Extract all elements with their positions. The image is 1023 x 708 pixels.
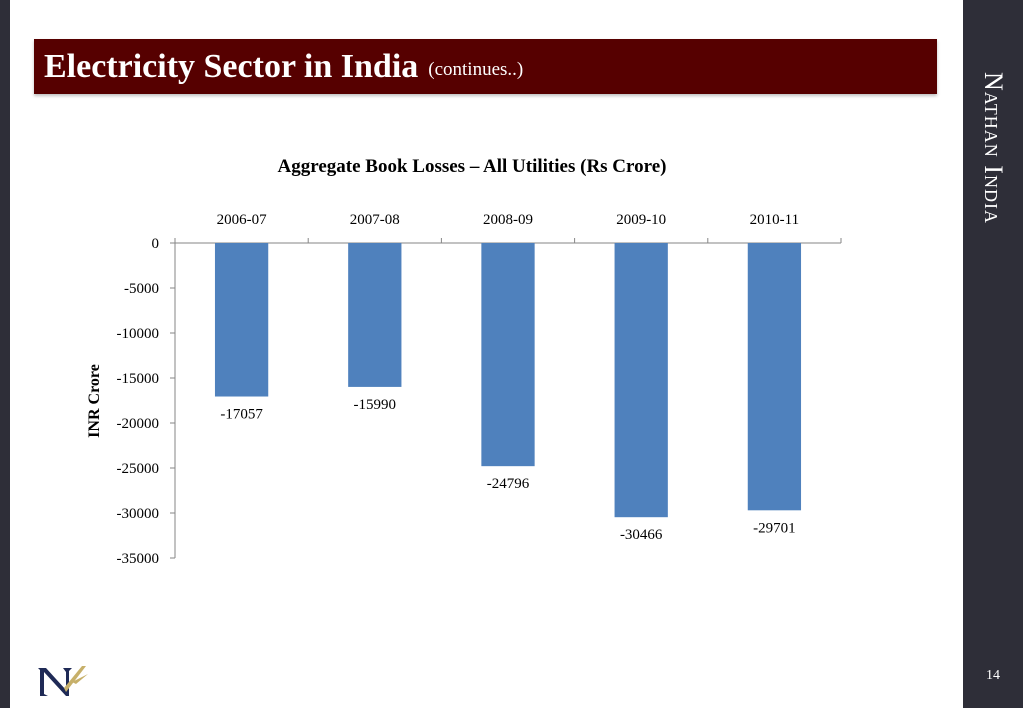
- nathan-logo-icon: [38, 666, 88, 696]
- bar: [214, 243, 269, 397]
- chart-title: Aggregate Book Losses – All Utilities (R…: [278, 156, 667, 177]
- left-side-bar: [0, 0, 10, 708]
- y-tick-label: -35000: [117, 551, 160, 567]
- bar: [481, 243, 535, 467]
- bar: [747, 243, 802, 511]
- x-tick-label: 2007-08: [350, 212, 400, 228]
- y-tick-label: -15000: [117, 371, 160, 387]
- y-tick-label: -25000: [117, 461, 160, 477]
- x-tick-label: 2008-09: [483, 212, 533, 228]
- x-tick-label: 2009-10: [616, 212, 666, 228]
- page-number: 14: [986, 668, 1000, 683]
- title-bar: Electricity Sector in India (continues..…: [34, 39, 937, 94]
- right-side-bar: [963, 0, 1023, 708]
- y-axis-label: INR Crore: [86, 364, 103, 438]
- data-label: -15990: [354, 397, 397, 413]
- slide-subtitle: (continues..): [428, 58, 524, 80]
- data-label: -17057: [220, 407, 263, 423]
- bar-chart: Aggregate Book Losses – All Utilities (R…: [86, 156, 842, 567]
- x-tick-label: 2006-07: [217, 212, 267, 228]
- y-tick-label: -5000: [124, 281, 159, 297]
- y-tick-label: 0: [152, 236, 160, 252]
- slide-title: Electricity Sector in India: [44, 47, 419, 85]
- data-label: -29701: [753, 520, 796, 536]
- bar: [614, 243, 668, 518]
- y-tick-label: -10000: [117, 326, 160, 342]
- brand-text: Nathan India: [979, 72, 1008, 224]
- y-tick-label: -20000: [117, 416, 160, 432]
- y-tick-label: -30000: [117, 506, 160, 522]
- data-label: -30466: [620, 527, 663, 543]
- bar: [348, 243, 402, 387]
- data-label: -24796: [487, 476, 530, 492]
- x-tick-label: 2010-11: [750, 212, 799, 228]
